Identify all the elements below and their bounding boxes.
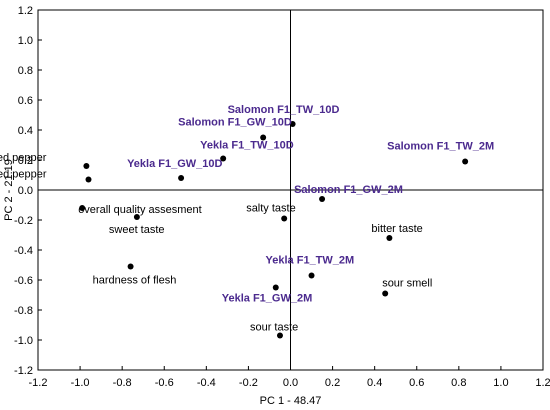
sample-point [289, 121, 296, 127]
y-tick-label: -0.8 [14, 305, 33, 317]
sample-point [272, 284, 279, 291]
y-tick-label: -0.6 [14, 275, 33, 287]
x-tick-label: -0.2 [239, 377, 258, 389]
sample-label: Yekla F1_GW_2M [222, 293, 312, 305]
sample-label: Yekla F1_GW_10D [127, 158, 222, 170]
variable-point [79, 205, 86, 211]
variable-label: salty taste [246, 203, 296, 215]
data-points: taste of fermented pepper smell of fermen… [0, 104, 494, 339]
variable-point [382, 290, 389, 297]
x-tick-label: 1.2 [535, 377, 550, 389]
variable-label: overall quality assesment [78, 204, 202, 216]
variable-label: sour taste [250, 322, 298, 334]
x-tick-label: 0.0 [283, 377, 298, 389]
sample-label: Salomon F1_GW_10D [178, 117, 292, 129]
sample-point [308, 272, 315, 279]
y-tick-label: 1.0 [18, 35, 33, 47]
y-tick-label: 0.6 [18, 95, 33, 107]
y-tick-label: -0.4 [14, 245, 33, 257]
y-tick-label: 0.8 [18, 65, 33, 77]
y-tick-label: -0.2 [14, 215, 33, 227]
x-tick-label: -0.8 [113, 377, 132, 389]
variable-label: smell of fermented pepper [0, 169, 47, 181]
x-axis-ticks: -1.2 -1.0 -0.8 -0.6 -0.4 -0.2 0.0 0.2 0.4 0.6 0.8 1… [29, 366, 550, 389]
variable-label: sweet taste [109, 224, 165, 236]
x-tick-label: 0.8 [451, 377, 466, 389]
y-tick-label: 0.2 [18, 155, 33, 167]
sample-label: Salomon F1_TW_2M [387, 141, 494, 153]
variable-label: sour smell [382, 278, 432, 290]
x-tick-label: -1.0 [71, 377, 90, 389]
variable-point [281, 215, 288, 222]
sample-label: Salomon F1_GW_2M [294, 184, 403, 196]
x-tick-label: 0.6 [409, 377, 424, 389]
variable-point [127, 263, 134, 270]
y-tick-label: -1.2 [14, 365, 33, 377]
sample-label: Yekla F1_TW_2M [266, 255, 355, 267]
sample-point [462, 158, 469, 165]
variable-point [276, 332, 283, 339]
sample-label: Yekla F1_TW_10D [200, 140, 294, 152]
variable-point [386, 235, 393, 241]
reference-lines [38, 10, 543, 370]
variable-point [133, 214, 140, 220]
variable-point [83, 163, 90, 169]
x-tick-label: 1.0 [493, 377, 508, 389]
y-axis-title: PC 2 - 21.19 [3, 159, 15, 221]
sample-point [178, 175, 185, 181]
y-tick-label: 1.2 [18, 5, 33, 17]
sample-point [319, 196, 326, 202]
sample-point [220, 155, 227, 162]
variable-label: taste of fermented pepper [0, 152, 47, 164]
x-axis-title: PC 1 - 48.47 [260, 395, 322, 407]
variable-point [85, 176, 92, 183]
x-tick-label: -0.4 [197, 377, 216, 389]
x-tick-label: -1.2 [29, 377, 48, 389]
y-axis-ticks: 1.2 1.0 0.8 0.6 0.4 0.2 0.0 -0.2 -0.4 -0.6 -0.8 -1.… [14, 5, 42, 377]
variable-label: bitter taste [371, 223, 422, 235]
x-tick-label: -0.6 [155, 377, 174, 389]
sample-point [260, 134, 267, 141]
x-tick-label: 0.4 [367, 377, 382, 389]
variable-label: hardness of flesh [93, 275, 177, 287]
y-tick-label: 0.0 [18, 185, 33, 197]
sample-label: Salomon F1_TW_10D [228, 104, 340, 116]
y-tick-label: -1.0 [14, 335, 33, 347]
y-tick-label: 0.4 [18, 125, 33, 137]
x-tick-label: 0.2 [325, 377, 340, 389]
